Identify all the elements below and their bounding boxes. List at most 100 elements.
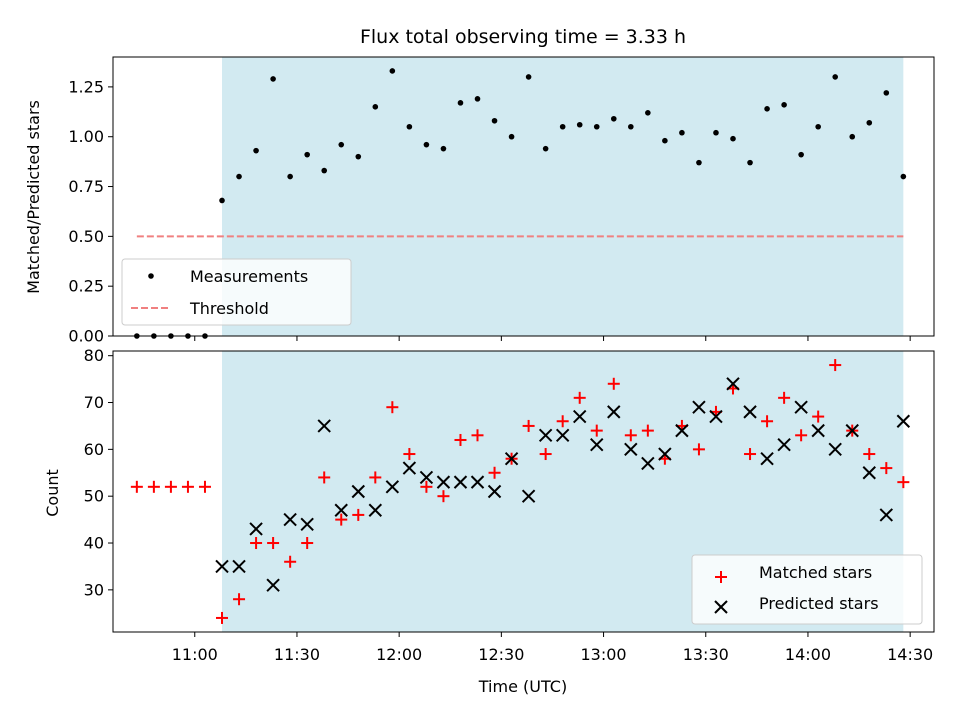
matched-point bbox=[454, 433, 467, 446]
predicted-point bbox=[487, 484, 502, 499]
matched-point bbox=[829, 359, 842, 372]
predicted-point bbox=[743, 405, 757, 419]
matched-point bbox=[216, 611, 229, 624]
matched-point bbox=[761, 415, 774, 428]
measurement-point bbox=[253, 147, 259, 154]
matched-point bbox=[778, 391, 791, 404]
predicted-points bbox=[215, 377, 911, 592]
matched-point bbox=[812, 410, 825, 423]
bottom-y-axis-label: Count bbox=[43, 469, 62, 517]
top-y-ticks: 0.00 0.25 0.50 0.75 1.00 1.25 bbox=[68, 77, 113, 346]
predicted-point bbox=[402, 461, 417, 475]
measurement-point bbox=[304, 151, 310, 158]
matched-point bbox=[590, 424, 603, 437]
y-tick-label: 50 bbox=[84, 487, 104, 506]
measurement-point bbox=[321, 167, 328, 174]
matched-point bbox=[318, 471, 331, 484]
predicted-point bbox=[760, 452, 774, 466]
legend-label-measurements: Measurements bbox=[190, 267, 308, 286]
matched-point bbox=[335, 513, 348, 526]
measurement-point bbox=[662, 137, 668, 144]
y-tick-label: 80 bbox=[84, 346, 104, 365]
top-y-axis-label: Matched/Predicted stars bbox=[24, 100, 43, 294]
matched-point bbox=[233, 593, 246, 606]
measurement-point bbox=[713, 129, 719, 136]
top-axes-frame bbox=[112, 56, 935, 337]
matched-point bbox=[301, 537, 314, 550]
bottom-legend-box bbox=[691, 554, 923, 625]
bottom-panel: 30 40 50 60 70 80 11:00 11:30 12:00 12:30 13:00 13… bbox=[43, 346, 935, 696]
y-tick-label: 0.00 bbox=[68, 327, 104, 346]
matched-point bbox=[369, 471, 382, 484]
x-tick-label: 14:00 bbox=[785, 645, 831, 664]
matched-points bbox=[130, 359, 910, 624]
predicted-point bbox=[624, 442, 638, 457]
predicted-point bbox=[334, 503, 348, 517]
y-tick-label: 40 bbox=[84, 534, 104, 553]
matched-point bbox=[744, 448, 757, 461]
predicted-point bbox=[675, 423, 689, 438]
matched-point bbox=[130, 480, 143, 493]
measurement-point bbox=[610, 115, 617, 122]
matched-point bbox=[181, 480, 194, 493]
predicted-point bbox=[777, 437, 791, 452]
predicted-point bbox=[453, 475, 468, 489]
measurement-point bbox=[628, 123, 634, 130]
measurement-point bbox=[440, 145, 447, 152]
predicted-point bbox=[811, 423, 825, 438]
measurement-point bbox=[900, 173, 907, 180]
predicted-point bbox=[794, 400, 808, 414]
matched-point bbox=[880, 462, 893, 475]
predicted-point bbox=[607, 405, 621, 419]
predicted-point bbox=[419, 470, 434, 485]
x-tick-label: 13:30 bbox=[683, 645, 729, 664]
measurement-point bbox=[423, 141, 430, 148]
measurement-point bbox=[457, 100, 464, 106]
predicted-point bbox=[283, 512, 297, 527]
measurement-point bbox=[781, 102, 787, 108]
x-tick-label: 11:30 bbox=[274, 645, 320, 664]
matched-point bbox=[863, 448, 876, 461]
measurement-point bbox=[474, 96, 481, 102]
matched-point bbox=[471, 429, 484, 442]
matched-point bbox=[488, 466, 501, 479]
chart-title: Flux total observing time = 3.33 h bbox=[360, 26, 686, 48]
predicted-point bbox=[351, 484, 365, 499]
predicted-point bbox=[521, 489, 536, 503]
measurement-point bbox=[866, 119, 873, 126]
predicted-point bbox=[828, 442, 842, 457]
measurement-point bbox=[559, 123, 566, 130]
top-panel: 0.00 0.25 0.50 0.75 1.00 1.25 Matched/Predict… bbox=[24, 56, 935, 346]
measurement-point bbox=[832, 74, 839, 80]
predicted-point bbox=[726, 377, 740, 391]
measurement-point bbox=[372, 104, 379, 110]
matched-point bbox=[556, 415, 569, 428]
bottom-y-ticks: 30 40 50 60 70 80 bbox=[84, 346, 113, 599]
predicted-point bbox=[573, 409, 587, 424]
measurement-point bbox=[287, 173, 293, 180]
measurement-point bbox=[815, 123, 821, 130]
measurement-point bbox=[883, 90, 890, 96]
predicted-point bbox=[436, 475, 451, 489]
predicted-point bbox=[590, 437, 604, 452]
predicted-point bbox=[879, 508, 894, 522]
measurement-point bbox=[525, 74, 532, 80]
measurement-point bbox=[491, 117, 498, 124]
measurement-point bbox=[747, 159, 753, 166]
predicted-point bbox=[249, 522, 263, 536]
matched-point bbox=[284, 555, 297, 568]
legend-label-matched: Matched stars bbox=[759, 563, 872, 582]
matched-point bbox=[607, 377, 620, 390]
measurement-point bbox=[236, 173, 242, 180]
matched-point bbox=[897, 476, 910, 489]
top-legend: Measurements Threshold bbox=[121, 258, 352, 326]
x-axis-label: Time (UTC) bbox=[478, 677, 567, 696]
matched-point bbox=[437, 490, 450, 503]
y-tick-label: 0.75 bbox=[68, 177, 104, 196]
y-tick-label: 0.50 bbox=[68, 227, 104, 246]
predicted-point bbox=[385, 480, 400, 494]
matched-point bbox=[403, 448, 416, 461]
x-tick-label: 14:30 bbox=[887, 645, 933, 664]
measurement-point bbox=[679, 129, 685, 136]
predicted-point bbox=[232, 559, 246, 574]
